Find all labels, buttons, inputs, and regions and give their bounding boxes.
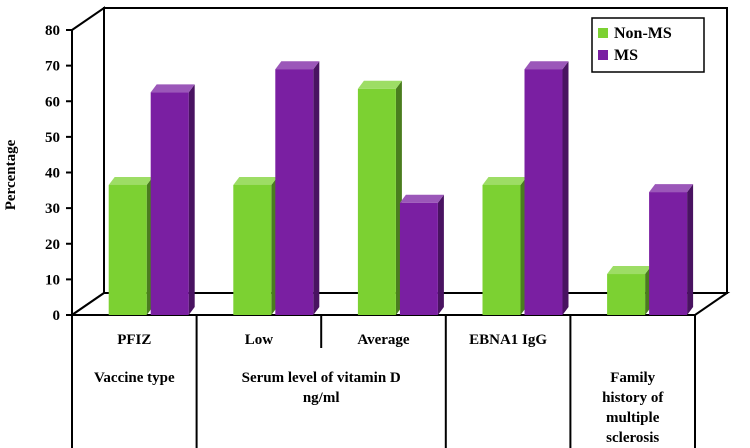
bar-top <box>649 184 694 193</box>
y-axis-label: Percentage <box>3 139 19 210</box>
y-tick-label: 10 <box>45 272 60 288</box>
y-tick-label: 40 <box>45 166 60 182</box>
bar <box>357 80 402 315</box>
bar-top <box>150 84 195 93</box>
bars <box>108 61 694 315</box>
y-tick-label: 50 <box>45 130 60 146</box>
bar-front <box>150 92 189 315</box>
bar-front <box>275 69 314 315</box>
side-wall <box>71 6 105 317</box>
bar-top <box>524 61 569 70</box>
bar <box>524 61 569 315</box>
group-label: Serum level of vitamin D <box>242 370 401 386</box>
bar <box>482 176 527 315</box>
bar <box>108 176 153 315</box>
bar-side <box>562 61 569 315</box>
bar <box>275 61 320 315</box>
bar-side <box>437 194 444 315</box>
bar-top <box>357 80 402 89</box>
bar-front <box>649 192 688 315</box>
bar-top <box>108 176 153 185</box>
category-label: EBNA1 IgG <box>469 332 547 348</box>
group-label: Family <box>610 370 655 386</box>
bar <box>399 194 444 315</box>
y-tick-label: 0 <box>53 308 61 324</box>
bar-front <box>357 88 396 315</box>
y-tick-label: 70 <box>45 59 60 75</box>
legend-box <box>591 17 705 73</box>
bar-top <box>607 266 652 275</box>
bar-top <box>482 176 527 185</box>
group-label: multiple <box>606 410 660 426</box>
category-label: Average <box>357 332 410 348</box>
legend: Non-MS MS <box>591 17 705 73</box>
bar-side <box>188 84 195 315</box>
legend-swatch <box>598 28 608 38</box>
category-label: Low <box>245 332 274 348</box>
bar-side <box>687 184 694 315</box>
y-axis: 0 10 20 30 40 50 60 70 80 <box>45 23 72 324</box>
bar-top <box>275 61 320 70</box>
bar-front <box>482 184 521 315</box>
bar-front <box>524 69 563 315</box>
y-tick-label: 20 <box>45 237 60 253</box>
bar <box>649 184 694 315</box>
group-label: Vaccine type <box>94 370 175 386</box>
bar <box>233 176 278 315</box>
group-label: history of <box>602 390 664 406</box>
group-label: ng/ml <box>303 390 340 406</box>
legend-label: MS <box>614 47 638 64</box>
bar-front <box>607 274 646 315</box>
legend-label: Non-MS <box>614 25 672 42</box>
bar-top <box>399 194 444 203</box>
bar-side <box>313 61 320 315</box>
y-tick-label: 60 <box>45 94 60 110</box>
category-table: PFIZ Low Average EBNA1 IgG Vaccine type Serum… <box>71 315 696 448</box>
category-label: PFIZ <box>117 332 151 348</box>
bar-front <box>399 202 438 315</box>
bar-top <box>233 176 278 185</box>
bar-front <box>233 184 272 315</box>
y-tick-label: 80 <box>45 23 60 39</box>
legend-swatch <box>598 50 608 60</box>
bar-front <box>108 184 147 315</box>
bar <box>150 84 195 315</box>
bar <box>607 266 652 315</box>
group-label: sclerosis <box>606 430 659 446</box>
y-tick-label: 30 <box>45 201 60 217</box>
